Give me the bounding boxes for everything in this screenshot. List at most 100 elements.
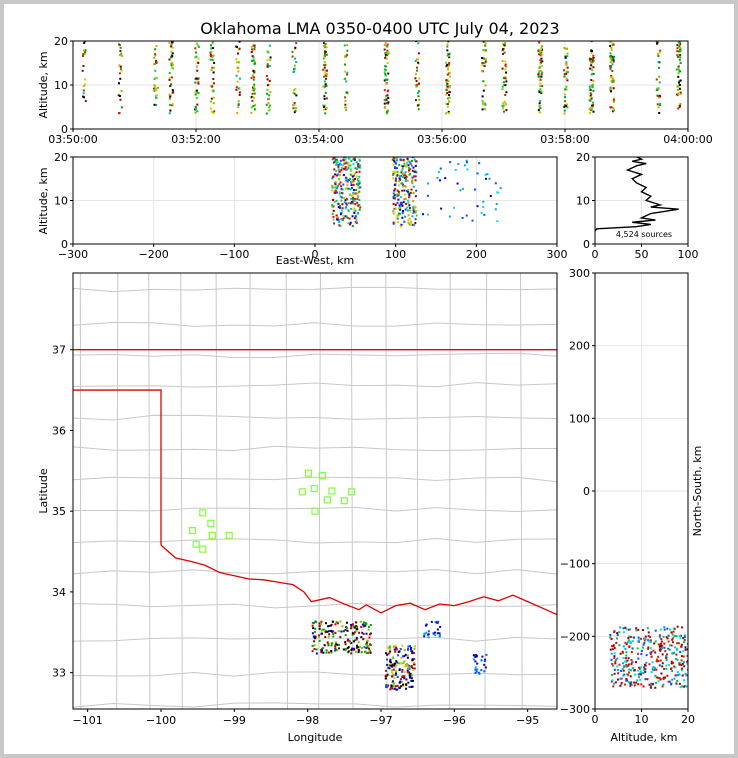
lightning-source — [364, 624, 367, 627]
lightning-source — [677, 53, 680, 56]
lightning-source — [411, 182, 414, 185]
lightning-source — [478, 672, 481, 675]
lightning-source — [539, 82, 542, 85]
lightning-source — [414, 77, 417, 80]
lightning-source — [504, 102, 507, 105]
lightning-source — [368, 650, 371, 653]
lightning-source — [155, 61, 158, 64]
lightning-source — [416, 104, 419, 107]
lightning-source — [484, 666, 487, 669]
lightning-source — [591, 85, 594, 88]
altitude-tick-label: 20 — [54, 151, 68, 164]
lightning-source — [622, 665, 625, 668]
lightning-source — [611, 63, 614, 66]
lightning-source — [324, 108, 327, 111]
lightning-source — [401, 668, 404, 671]
lightning-source — [342, 192, 345, 195]
lightning-source — [657, 106, 660, 109]
lightning-source — [611, 673, 614, 676]
lightning-source — [251, 48, 254, 51]
lightning-source — [609, 86, 612, 89]
lightning-source — [347, 638, 350, 641]
lightning-source — [394, 644, 397, 647]
lightning-source — [405, 165, 408, 168]
lightning-source — [335, 170, 338, 173]
lightning-source — [322, 57, 325, 60]
lightning-source — [676, 680, 679, 683]
lightning-source — [683, 665, 686, 668]
lightning-source — [654, 640, 657, 643]
lightning-source — [667, 664, 670, 667]
lightning-source — [386, 78, 389, 81]
lightning-source — [635, 681, 638, 684]
lightning-source — [350, 197, 353, 200]
lightning-source — [446, 49, 449, 52]
lightning-source — [352, 196, 355, 199]
lightning-source — [353, 177, 356, 180]
lightning-source — [659, 628, 662, 631]
lightning-source — [501, 52, 504, 55]
lightning-source — [344, 628, 347, 631]
lightning-source — [612, 79, 615, 82]
lightning-source — [465, 159, 468, 162]
lightning-source — [353, 626, 356, 629]
lightning-source — [252, 78, 255, 81]
lightning-source — [154, 54, 157, 57]
lightning-source — [592, 79, 595, 82]
lightning-source — [383, 68, 386, 71]
lightning-source — [670, 662, 673, 665]
lightning-source — [396, 193, 399, 196]
lma-station-marker — [318, 472, 326, 480]
lightning-source — [589, 96, 592, 99]
lightning-source — [663, 676, 666, 679]
lightning-source — [638, 667, 641, 670]
lightning-source — [426, 213, 429, 216]
lightning-source — [250, 59, 253, 62]
lightning-source — [658, 66, 661, 69]
lightning-source — [416, 83, 419, 86]
lightning-source — [610, 65, 613, 68]
lightning-source — [621, 651, 624, 654]
lightning-source — [408, 217, 411, 220]
lightning-source — [324, 112, 327, 115]
lightning-source — [684, 648, 687, 651]
lightning-source — [642, 685, 645, 688]
lightning-source — [395, 647, 398, 650]
lightning-source — [670, 667, 673, 670]
lightning-source — [346, 184, 349, 187]
lightning-source — [503, 42, 506, 45]
lightning-source — [393, 682, 396, 685]
lightning-source — [618, 663, 621, 666]
lightning-source — [84, 52, 87, 55]
lightning-source — [325, 649, 328, 652]
lightning-source — [678, 83, 681, 86]
lightning-source — [334, 623, 337, 626]
lightning-source — [355, 161, 358, 164]
lightning-source — [406, 179, 409, 182]
lightning-source — [323, 628, 326, 631]
lightning-source — [410, 646, 413, 649]
eastwest-tick-label: −300 — [58, 248, 88, 261]
lightning-source — [665, 655, 668, 658]
lightning-source — [395, 672, 398, 675]
lightning-source — [412, 207, 415, 210]
lightning-source — [676, 44, 679, 47]
lightning-source — [645, 654, 648, 657]
lightning-source — [400, 680, 403, 683]
county-line — [73, 445, 557, 452]
lightning-source — [674, 657, 677, 660]
altitude-tick-label: 20 — [681, 713, 695, 726]
lightning-source — [665, 653, 668, 656]
lightning-source — [170, 45, 173, 48]
lightning-source — [399, 178, 402, 181]
lightning-source — [415, 214, 418, 217]
lightning-source — [404, 653, 407, 656]
lightning-source — [415, 73, 418, 76]
lightning-source — [393, 171, 396, 174]
lightning-source — [659, 642, 662, 645]
lightning-source — [407, 681, 410, 684]
lightning-source — [494, 182, 497, 185]
lightning-source — [539, 48, 542, 51]
